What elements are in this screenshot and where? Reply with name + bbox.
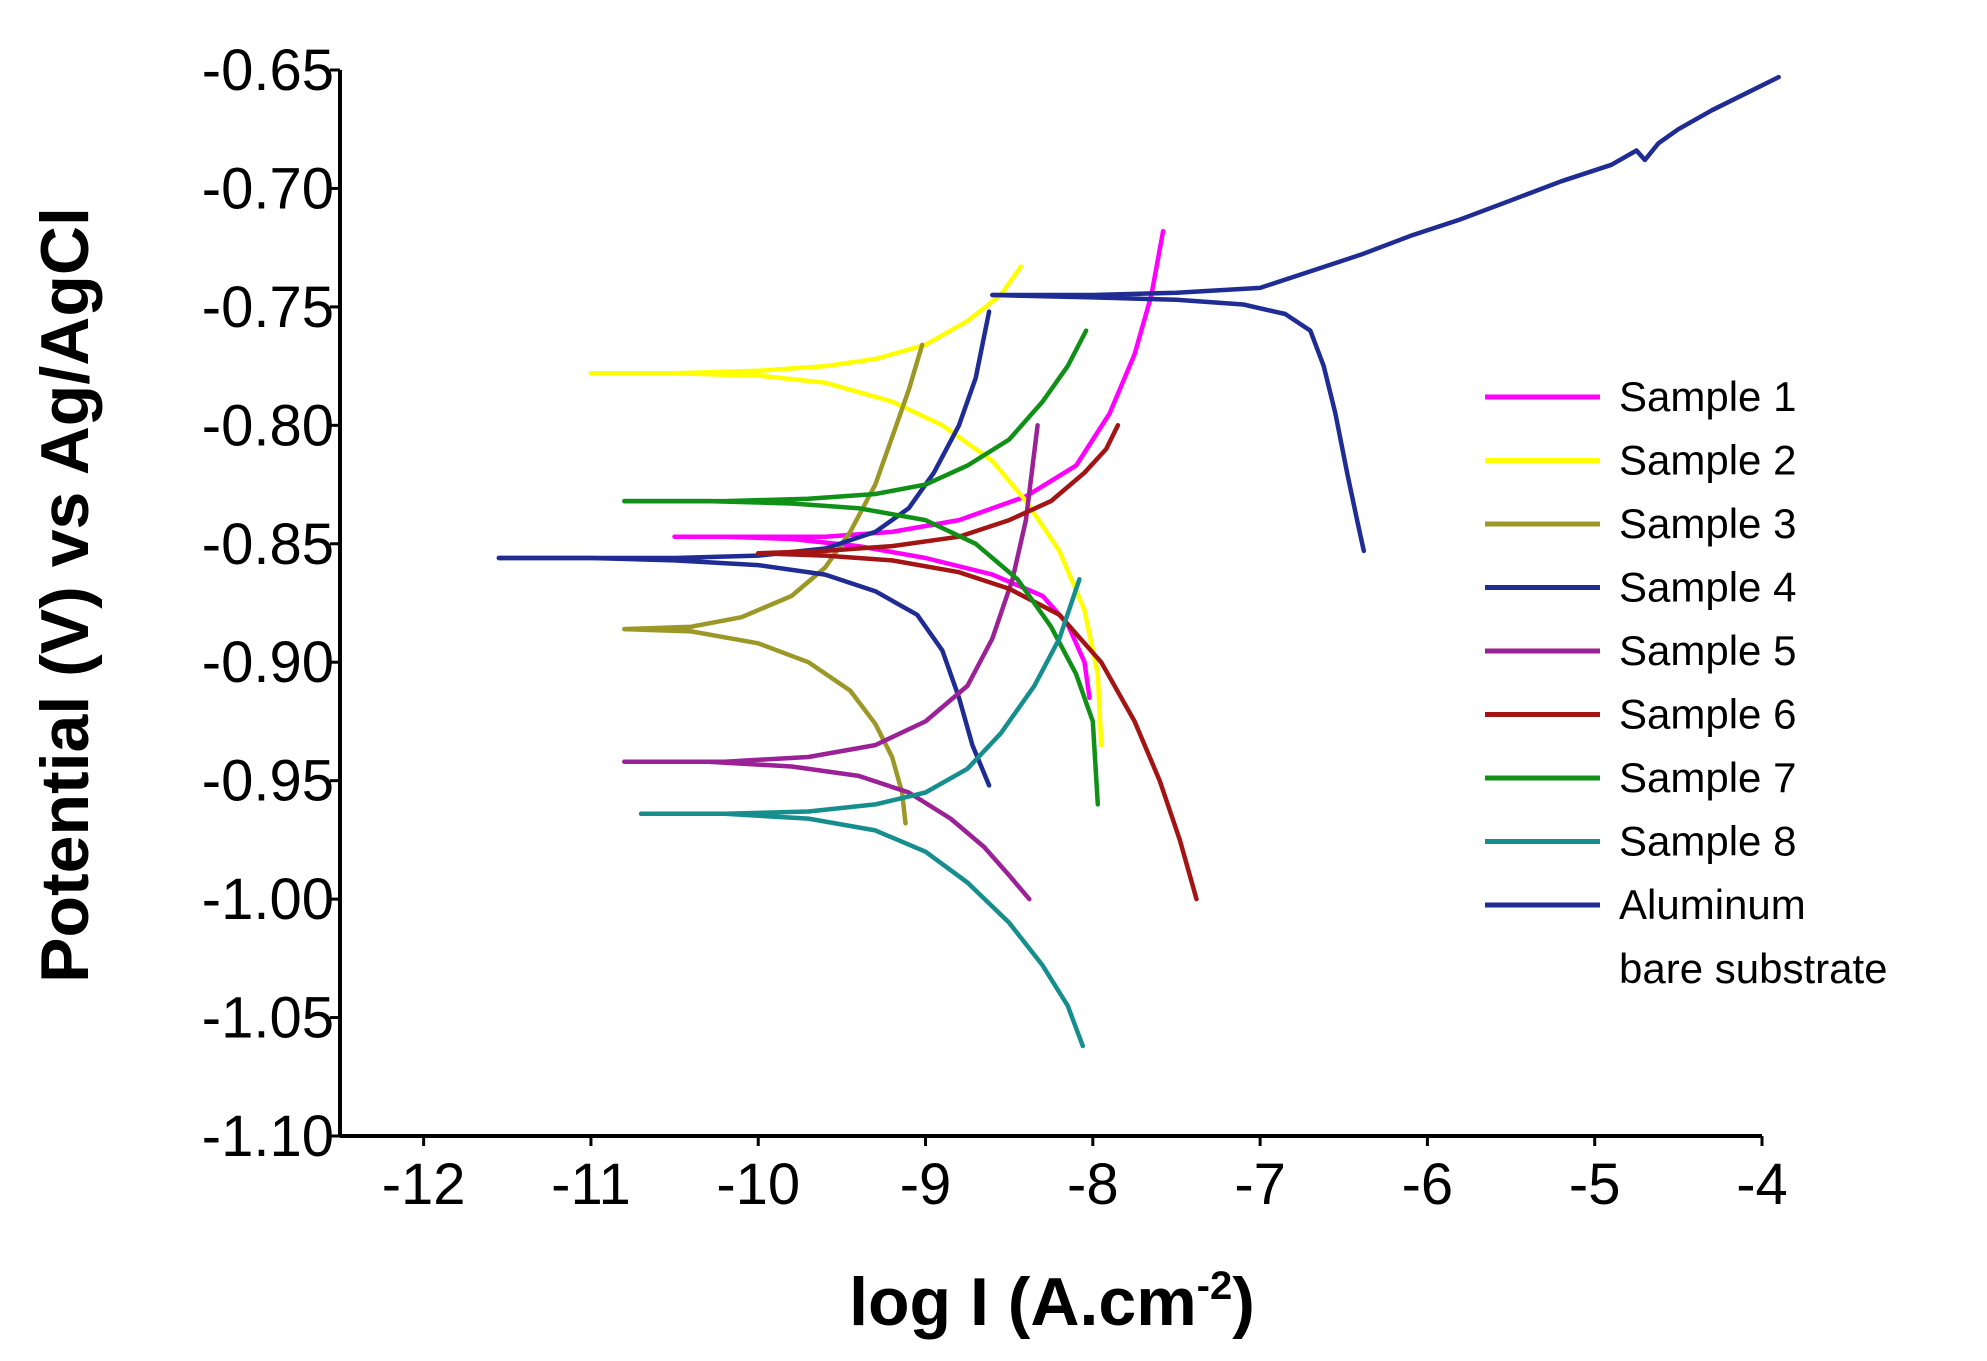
legend-item: Sample 3 [1485,500,1796,547]
y-tick-label: -1.10 [202,1104,334,1169]
legend-label: Sample 1 [1619,373,1796,420]
legend-label: Sample 4 [1619,564,1796,611]
x-tick-label: -9 [900,1152,952,1217]
y-tick-label: -1.00 [202,867,334,932]
legend-label-line: bare substrate [1619,945,1888,992]
series-line-anodic [496,309,992,561]
x-tick-labels: -12 -11 -10 -9 -8 -7 -6 -5 -4 [382,1136,1788,1217]
x-tick-label: -12 [382,1152,466,1217]
series-line-anodic [672,228,1166,539]
series-line-anodic [622,342,925,632]
legend-label: Sample 3 [1619,500,1796,547]
series-line-cathodic [990,292,1367,554]
series-2 [588,264,1104,748]
y-tick-label: -0.75 [202,275,334,340]
series-line-anodic [638,577,1082,817]
x-axis-title-superscript: -2 [1197,1264,1233,1308]
legend-label: Sample 7 [1619,754,1796,801]
legend-label: Sample 5 [1619,627,1796,674]
legend-label-line: Sample 6 [1619,691,1796,738]
y-tick-labels: -0.65 -0.70 -0.75 -0.80 -0.85 -0.90 -0.95 -1.00… [202,38,340,1169]
series-line-cathodic [622,759,1032,902]
y-tick-label: -0.90 [202,630,334,695]
series-4 [496,309,992,788]
legend-label: Sample 2 [1619,437,1796,484]
x-tick-label: -5 [1569,1152,1621,1217]
legend-label-line: Sample 3 [1619,500,1796,547]
series-line-anodic [588,264,1024,376]
legend-label: Aluminum bare substrate [1619,881,1888,992]
y-tick-label: -0.65 [202,38,334,103]
series-6 [755,423,1199,902]
series-9 [990,74,1781,554]
x-axis-title-main: log I (A.cm [849,1264,1197,1340]
series-line-cathodic [496,555,992,788]
y-axis-title: Potential (V) vs Ag/AgCl [27,207,103,983]
series-line-anodic [990,74,1781,298]
x-tick-label: -6 [1402,1152,1454,1217]
series-1 [672,228,1166,701]
x-tick-label: -11 [551,1152,631,1217]
legend-label-line: Sample 4 [1619,564,1796,611]
axes [338,70,1762,1138]
y-tick-label: -1.05 [202,986,334,1051]
series-line-cathodic [622,626,908,826]
legend-label: Sample 8 [1619,818,1796,865]
y-tick-label: -0.80 [202,393,334,458]
legend-item: Sample 1 [1485,373,1796,420]
legend: Sample 1 Sample 2 Sample 3 Sample 4 Sample 5… [1485,373,1888,992]
x-tick-label: -8 [1067,1152,1119,1217]
series-8 [638,577,1086,1049]
legend-item: Sample 2 [1485,437,1796,484]
x-tick-label: -4 [1736,1152,1788,1217]
legend-label-line: Aluminum [1619,881,1806,928]
legend-item: Sample 6 [1485,691,1796,738]
series-line-cathodic [622,498,1101,807]
legend-label: Sample 6 [1619,691,1796,738]
legend-item: Aluminum bare substrate [1485,881,1888,992]
legend-label-line: Sample 7 [1619,754,1796,801]
legend-label-line: Sample 1 [1619,373,1796,420]
legend-item: Sample 7 [1485,754,1796,801]
legend-label-line: Sample 2 [1619,437,1796,484]
x-axis-title: log I (A.cm-2) [849,1264,1255,1340]
y-tick-label: -0.70 [202,156,334,221]
legend-item: Sample 8 [1485,818,1796,865]
series-line-anodic [622,423,1040,764]
series-line-cathodic [588,370,1104,748]
series-line-cathodic [755,551,1199,902]
y-tick-label: -0.85 [202,512,334,577]
series-lines [496,74,1781,1049]
x-tick-label: -10 [716,1152,800,1217]
series-line-anodic [755,423,1121,556]
series-3 [622,342,925,826]
legend-label-line: Sample 5 [1619,627,1796,674]
series-line-anodic [622,328,1089,504]
legend-item: Sample 5 [1485,627,1796,674]
series-5 [622,423,1040,902]
series-line-cathodic [638,811,1086,1049]
series-7 [622,328,1101,807]
y-tick-label: -0.95 [202,749,334,814]
x-tick-label: -7 [1234,1152,1286,1217]
x-axis-title-suffix: ) [1232,1264,1255,1340]
legend-item: Sample 4 [1485,564,1796,611]
legend-label-line: Sample 8 [1619,818,1796,865]
